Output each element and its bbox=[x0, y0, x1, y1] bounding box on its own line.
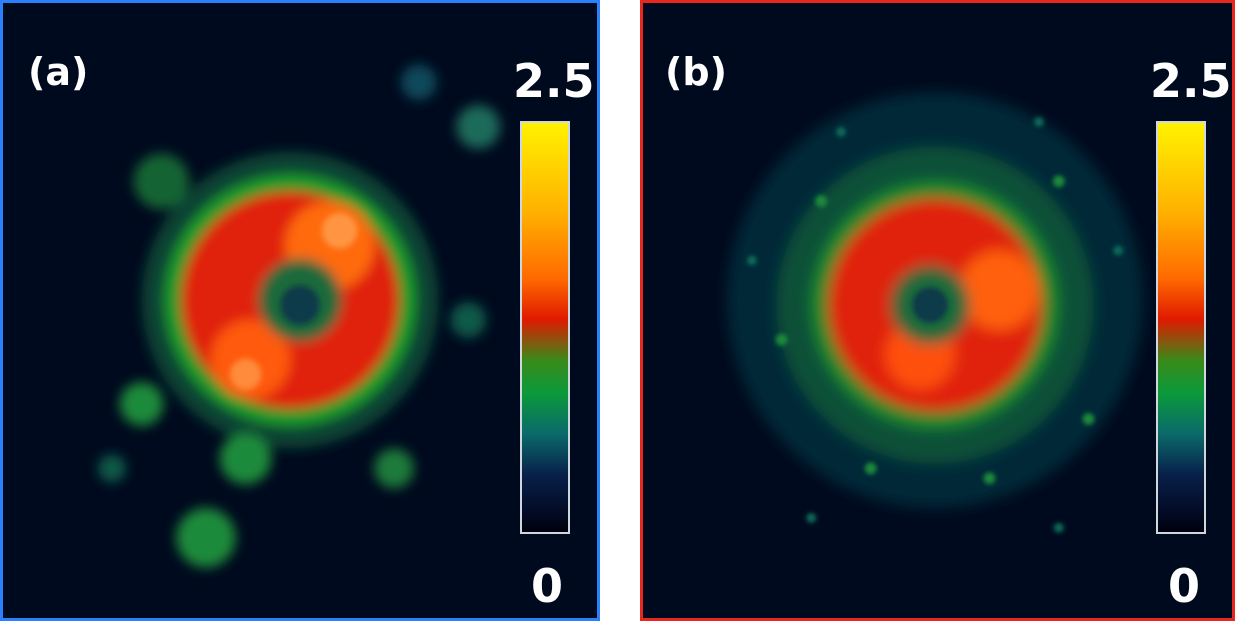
colorbar-max-label: 2.5 bbox=[1150, 54, 1232, 108]
colorbar bbox=[1156, 121, 1206, 534]
panel-label: (a) bbox=[28, 50, 89, 94]
intensity-map-b bbox=[727, 92, 1143, 533]
intensity-map-a bbox=[98, 64, 500, 568]
intensity-panel-a: (a) 2.5 0 bbox=[0, 0, 600, 621]
colorbar bbox=[520, 121, 570, 534]
intensity-panel-b: (b) 2.5 0 bbox=[640, 0, 1235, 621]
panel-label: (b) bbox=[665, 50, 727, 94]
colorbar-min-label: 0 bbox=[531, 559, 564, 613]
colorbar-max-label: 2.5 bbox=[513, 54, 595, 108]
colorbar-min-label: 0 bbox=[1168, 559, 1201, 613]
